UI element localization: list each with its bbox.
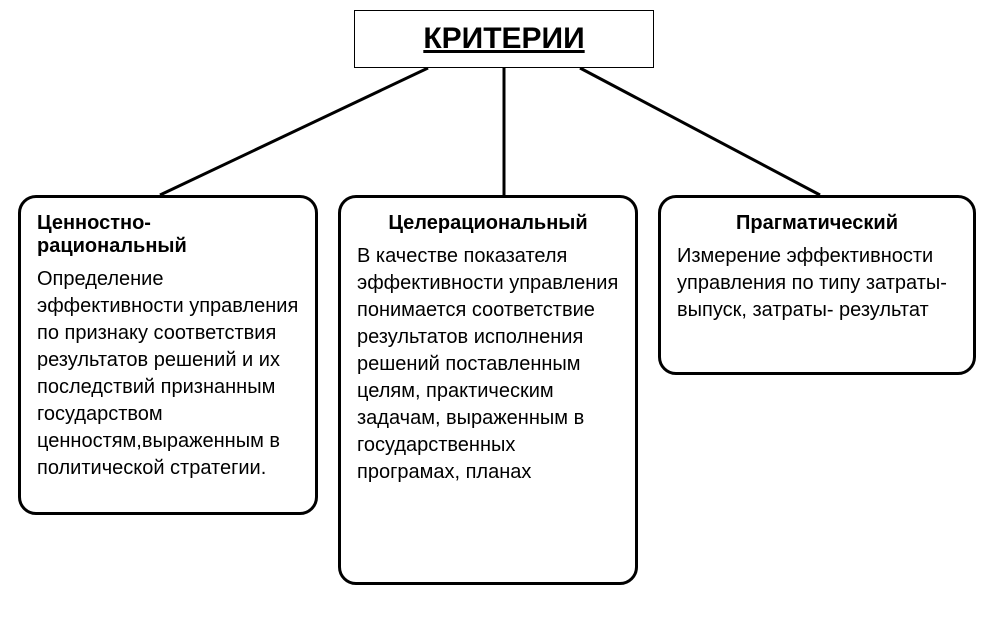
node-body: Измерение эффективности управления по ти… (677, 243, 957, 324)
node-title: Прагматический (677, 212, 957, 235)
node-pragmatic: Прагматический Измерение эффективности у… (658, 195, 976, 375)
diagram-canvas: КРИТЕРИИ Ценностно- рациональный Определ… (0, 0, 1008, 632)
node-title: Целерациональный (357, 212, 619, 235)
node-value-rational: Ценностно- рациональный Определение эффе… (18, 195, 318, 515)
diagram-title-box: КРИТЕРИИ (354, 10, 654, 68)
node-body: Определение эффективности управления по … (37, 266, 299, 482)
node-title: Ценностно- рациональный (37, 212, 299, 258)
node-body: В качестве показателя эффективности упра… (357, 243, 619, 486)
diagram-title-text: КРИТЕРИИ (423, 22, 584, 56)
node-goal-rational: Целерациональный В качестве показателя э… (338, 195, 638, 585)
